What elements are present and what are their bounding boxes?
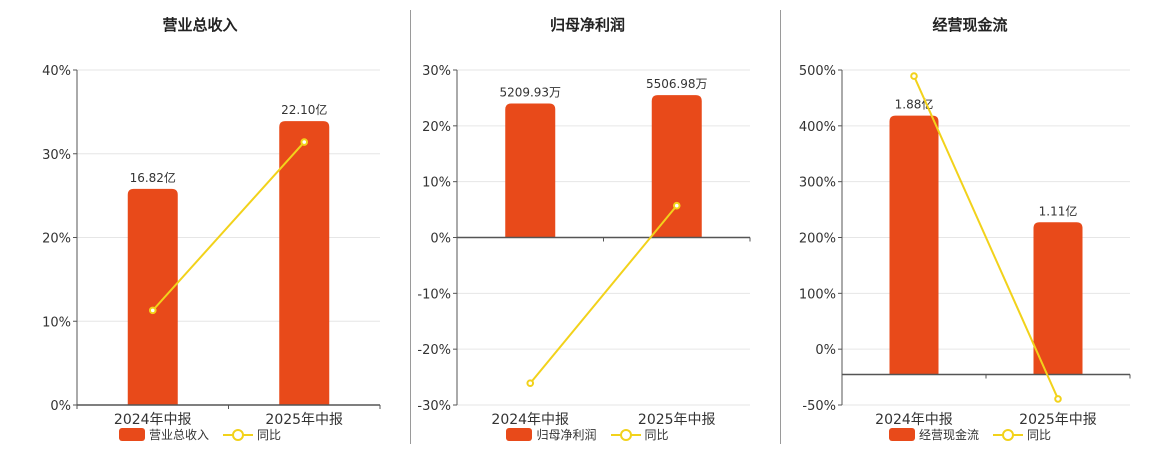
y-tick-label: 10% xyxy=(42,315,71,330)
y-tick-label: 400% xyxy=(799,120,836,135)
chart-panel-cash-flow: 经营现金流 -50% 0% 100% 200% 300% 400% 500% 1.88亿 1.1… xyxy=(780,0,1160,450)
bar xyxy=(651,95,702,238)
bar-data-label: 1.88亿 xyxy=(895,97,934,112)
y-tick-label: 0% xyxy=(815,343,836,358)
bar xyxy=(279,121,330,406)
chart-title: 营业总收入 xyxy=(162,16,238,34)
y-tick-label: 200% xyxy=(799,232,836,247)
yoy-point xyxy=(672,201,681,210)
line-legend-swatch-icon xyxy=(993,428,1023,441)
chart-legend: 营业总收入 同比 xyxy=(0,426,400,443)
yoy-point xyxy=(1054,395,1062,403)
bar xyxy=(1033,222,1083,375)
chart-plot: 0% 10% 20% 30% 40% 16.82亿 22.10亿 2024年中报 2025年中报 xyxy=(42,64,381,428)
bar xyxy=(505,103,556,238)
legend-label-line: 同比 xyxy=(1027,428,1052,442)
y-tick-label: 20% xyxy=(422,120,451,135)
legend-item-line[interactable]: 同比 xyxy=(223,426,281,443)
bar-data-label: 16.82亿 xyxy=(130,170,176,185)
y-tick-label: 10% xyxy=(422,176,451,191)
legend-label-bar: 经营现金流 xyxy=(918,428,979,442)
chart-plot: -50% 0% 100% 200% 300% 400% 500% 1.88亿 1.11亿 2024… xyxy=(799,64,1131,428)
y-tick-label: 30% xyxy=(422,64,451,79)
legend-item-line[interactable]: 同比 xyxy=(993,426,1051,443)
chart-legend: 归母净利润 同比 xyxy=(395,426,780,443)
legend-label-line: 同比 xyxy=(644,428,669,442)
bar xyxy=(889,115,939,375)
bar-legend-swatch-icon xyxy=(506,428,533,441)
y-tick-label: -50% xyxy=(802,399,836,414)
chart-legend: 经营现金流 同比 xyxy=(780,426,1160,443)
x-tick-label: 2025年中报 xyxy=(1019,412,1097,428)
x-tick-label: 2024年中报 xyxy=(491,412,569,428)
chart-title: 归母净利润 xyxy=(549,16,625,34)
bar-data-label: 5506.98万 xyxy=(646,77,708,91)
bar xyxy=(127,188,178,405)
yoy-point xyxy=(300,138,309,146)
yoy-point xyxy=(910,72,918,80)
legend-item-line[interactable]: 同比 xyxy=(610,426,669,443)
y-tick-label: 0% xyxy=(430,232,451,247)
yoy-series-line xyxy=(913,75,1059,400)
y-tick-label: -20% xyxy=(417,343,451,358)
x-tick-label: 2025年中报 xyxy=(638,412,716,428)
y-tick-label: -10% xyxy=(417,287,451,302)
panel-divider xyxy=(780,10,781,444)
legend-item-bar[interactable]: 经营现金流 xyxy=(888,426,979,443)
bar-data-label: 5209.93万 xyxy=(499,86,561,100)
y-tick-label: 20% xyxy=(42,232,71,247)
legend-item-bar[interactable]: 归母净利润 xyxy=(506,426,597,443)
y-tick-label: -30% xyxy=(417,399,451,414)
legend-label-bar: 归母净利润 xyxy=(536,428,597,442)
yoy-point xyxy=(148,306,157,315)
chart-plot: -30% -20% -10% 0% 10% 20% 30% 5209.93万 5506.98万 2… xyxy=(417,64,751,428)
y-tick-label: 40% xyxy=(42,64,71,79)
yoy-series-line xyxy=(529,205,678,384)
bar-data-label: 22.10亿 xyxy=(281,102,327,117)
y-tick-label: 0% xyxy=(50,399,71,414)
x-tick-label: 2025年中报 xyxy=(265,412,343,428)
line-legend-swatch-icon xyxy=(610,428,641,441)
yoy-point xyxy=(526,379,535,388)
chart-title: 经营现金流 xyxy=(932,16,1008,34)
line-legend-swatch-icon xyxy=(223,428,253,441)
yoy-series-line xyxy=(152,141,305,312)
bar-legend-swatch-icon xyxy=(118,428,145,441)
legend-label-bar: 营业总收入 xyxy=(148,428,209,442)
legend-item-bar[interactable]: 营业总收入 xyxy=(118,426,209,443)
y-tick-label: 500% xyxy=(799,64,836,79)
chart-panel-net-profit: 归母净利润 -30% -20% -10% 0% 10% 20% 30% 5209.93万 550… xyxy=(395,0,780,450)
y-tick-label: 100% xyxy=(799,287,836,302)
y-tick-label: 300% xyxy=(799,176,836,191)
y-tick-label: 30% xyxy=(42,148,71,163)
x-tick-label: 2024年中报 xyxy=(114,412,192,428)
x-tick-label: 2024年中报 xyxy=(875,412,953,428)
legend-label-line: 同比 xyxy=(257,428,282,442)
panel-divider xyxy=(410,10,411,444)
bar-legend-swatch-icon xyxy=(888,428,915,441)
chart-panel-revenue: 营业总收入 0% 10% 20% 30% 40% 16.82亿 22.10亿 2024年中报 2… xyxy=(0,0,400,450)
bar-data-label: 1.11亿 xyxy=(1039,203,1078,218)
